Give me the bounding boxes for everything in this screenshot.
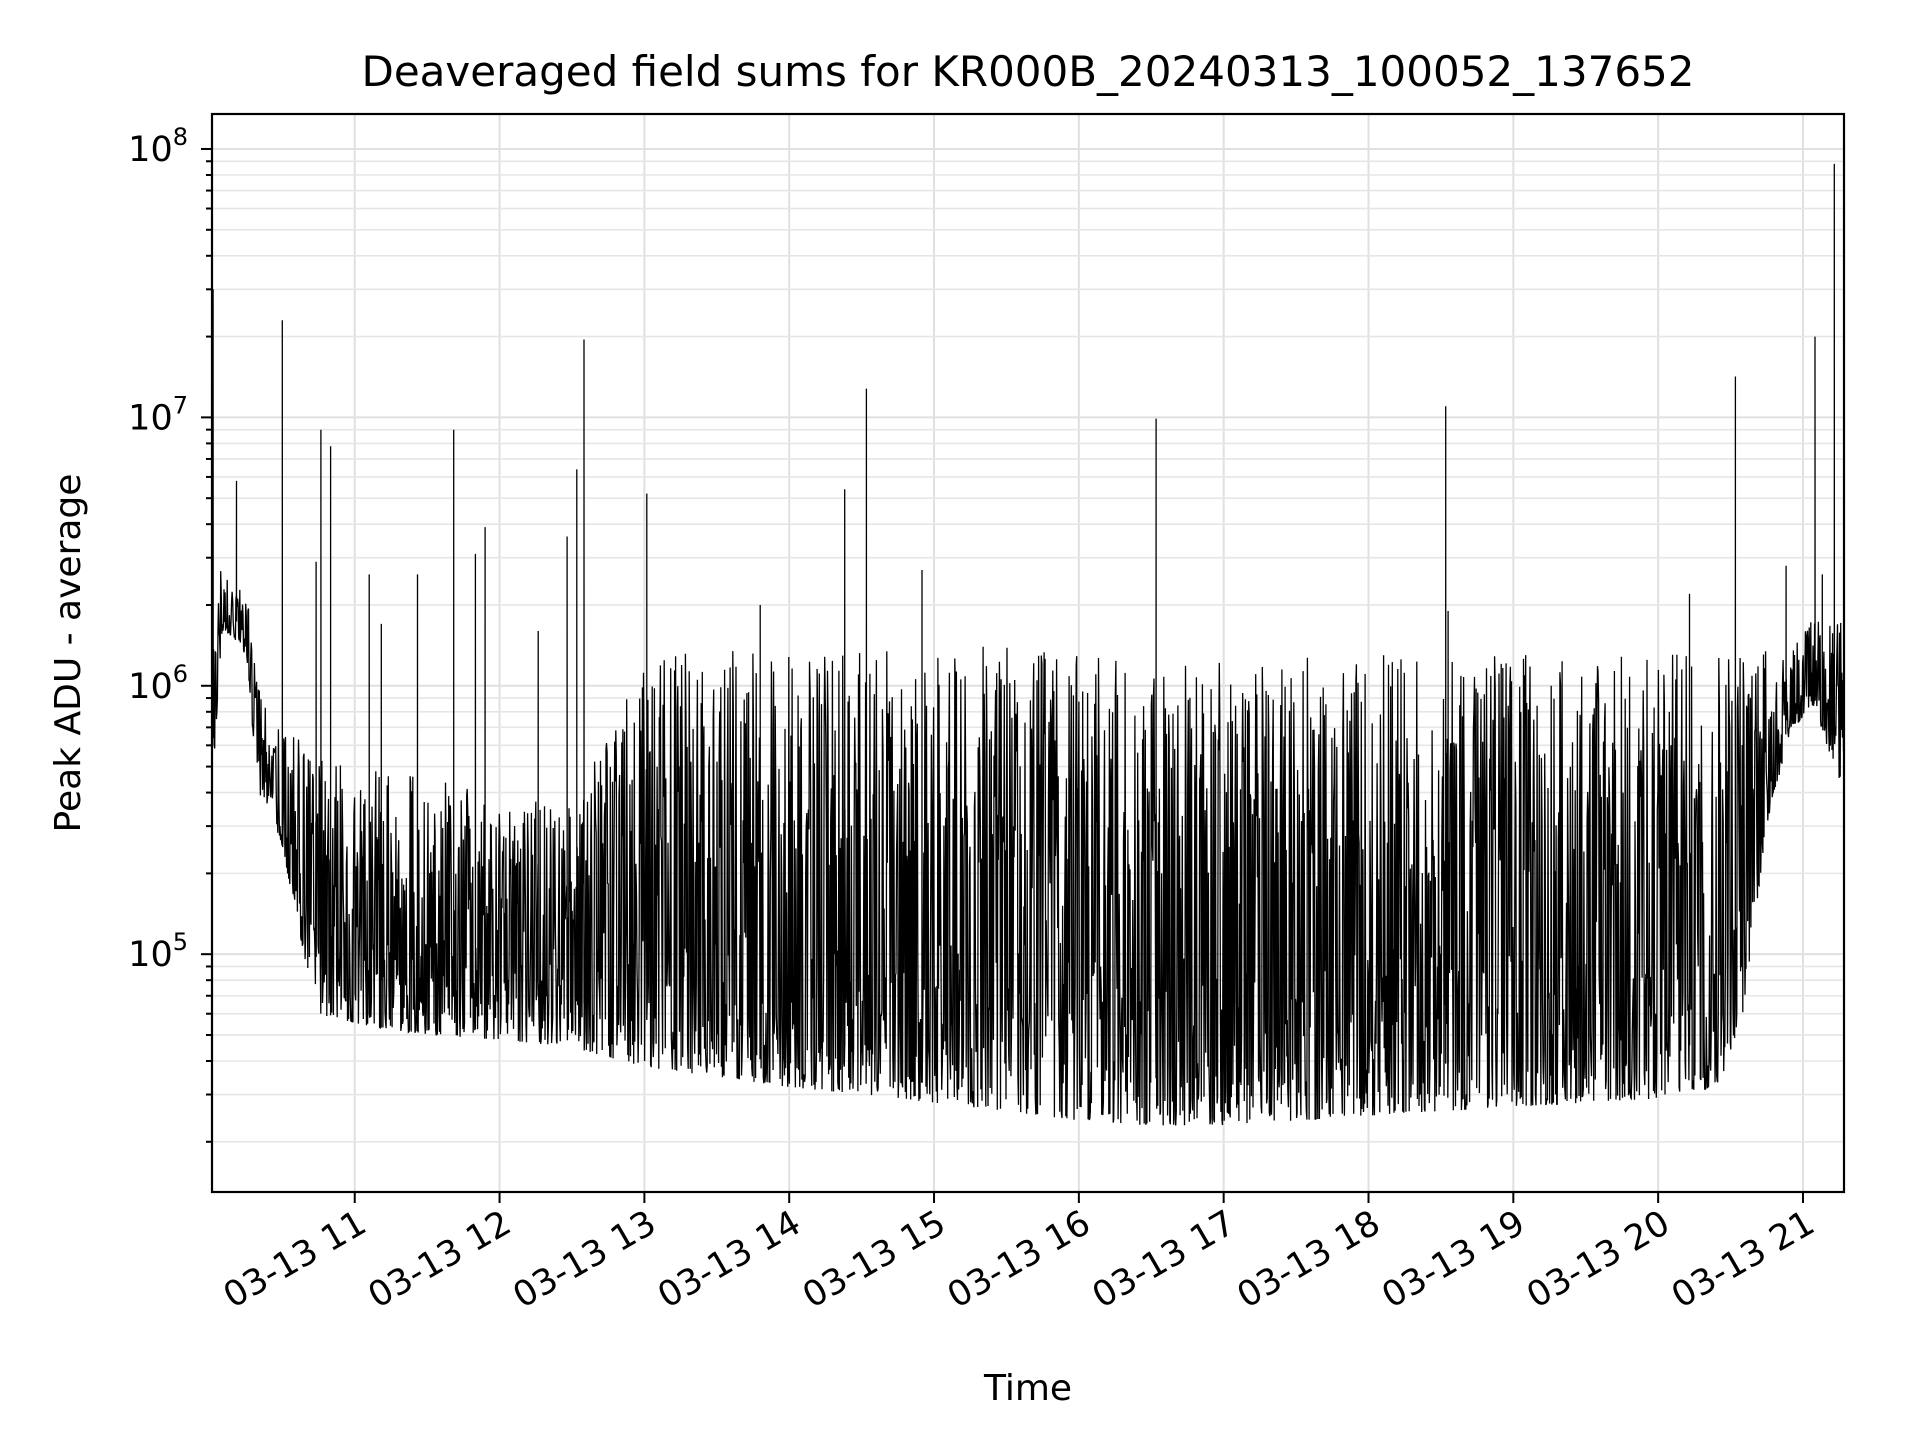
y-tick-label: 107 — [128, 391, 188, 438]
y-tick-base: 10 — [128, 130, 173, 170]
y-tick-exponent: 5 — [173, 928, 188, 956]
x-axis-label: Time — [983, 1368, 1072, 1409]
y-tick-label: 105 — [128, 928, 188, 975]
y-tick-label: 108 — [128, 123, 188, 170]
series-layer — [211, 163, 1845, 1126]
y-tick-base: 10 — [128, 935, 173, 975]
y-tick-exponent: 8 — [173, 123, 188, 151]
y-tick-base: 10 — [128, 667, 173, 707]
plot-frame — [210, 112, 1846, 1194]
chart-title: Deaveraged field sums for KR000B_2024031… — [362, 47, 1695, 96]
y-tick-exponent: 7 — [173, 391, 188, 419]
y-tick-label: 106 — [128, 660, 188, 707]
y-axis-label: Peak ADU - average — [48, 474, 89, 833]
y-tick-exponent: 6 — [173, 660, 188, 688]
y-tick-base: 10 — [128, 398, 173, 438]
series-line — [211, 163, 1845, 1126]
